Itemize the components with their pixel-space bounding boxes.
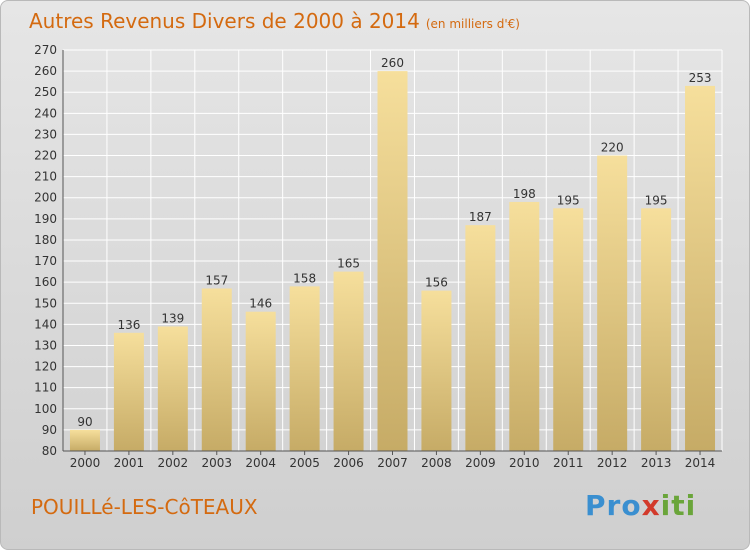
bar-2000 — [69, 429, 100, 451]
y-tick-label: 160 — [34, 275, 57, 289]
commune-name: POUILLé-LES-CôTEAUX — [31, 495, 258, 519]
bar-2010 — [509, 201, 540, 451]
x-tick-label: 2006 — [333, 456, 364, 470]
bar-value-label: 198 — [513, 187, 536, 201]
y-tick-label: 230 — [34, 127, 57, 141]
y-tick-label: 190 — [34, 212, 57, 226]
bar-value-label: 253 — [689, 71, 712, 85]
bar-value-label: 165 — [337, 257, 360, 271]
bar-value-label: 90 — [77, 415, 92, 429]
bar-2014 — [685, 85, 716, 452]
y-tick-label: 250 — [34, 85, 57, 99]
bar-value-label: 156 — [425, 276, 448, 290]
chart-unit: (en milliers d'€) — [425, 17, 520, 31]
bar-2011 — [553, 208, 584, 451]
axes: 80 90 100 110 120 130 140 150 160 170 180 190 200 210… — [34, 43, 722, 470]
x-tick-label: 2010 — [509, 456, 540, 470]
x-tick-label: 2001 — [114, 456, 145, 470]
bar-2002 — [157, 326, 188, 451]
bars: 90 136 139 157 146 158 165 260 156 187 198 195 220 19… — [69, 56, 716, 452]
bar-value-label: 136 — [117, 318, 140, 332]
bar-value-label: 158 — [293, 271, 316, 285]
x-tick-label: 2014 — [685, 456, 716, 470]
y-tick-label: 140 — [34, 317, 57, 331]
y-tick-label: 80 — [42, 444, 57, 458]
y-tick-label: 210 — [34, 170, 57, 184]
x-tick-label: 2009 — [465, 456, 496, 470]
y-tick-label: 110 — [34, 381, 57, 395]
bar-value-label: 157 — [205, 273, 228, 287]
x-tick-label: 2011 — [553, 456, 584, 470]
bar-value-label: 195 — [557, 193, 580, 207]
y-tick-label: 220 — [34, 149, 57, 163]
y-tick-label: 120 — [34, 360, 57, 374]
bar-2003 — [201, 288, 232, 451]
bar-2007 — [377, 71, 408, 452]
bar-value-label: 146 — [249, 297, 272, 311]
y-tick-label: 100 — [34, 402, 57, 416]
bar-2004 — [245, 311, 276, 451]
chart-title: Autres Revenus Divers de 2000 à 2014 (en … — [29, 9, 520, 33]
proxiti-logo: Proxiti — [585, 489, 697, 522]
y-tick-label: 90 — [42, 423, 57, 437]
bar-2012 — [597, 155, 628, 452]
x-tick-label: 2012 — [597, 456, 628, 470]
y-tick-label: 260 — [34, 64, 57, 78]
x-tick-label: 2003 — [201, 456, 232, 470]
x-tick-label: 2000 — [70, 456, 101, 470]
bar-2008 — [421, 290, 452, 451]
chart-title-text: Autres Revenus Divers de 2000 à 2014 — [29, 9, 420, 33]
x-tick-label: 2007 — [377, 456, 408, 470]
x-tick-label: 2013 — [641, 456, 672, 470]
y-tick-label: 270 — [34, 43, 57, 57]
bar-value-label: 220 — [601, 141, 624, 155]
bar-2013 — [641, 208, 672, 451]
y-tick-label: 150 — [34, 296, 57, 310]
bar-value-label: 187 — [469, 210, 492, 224]
x-tick-label: 2008 — [421, 456, 452, 470]
bar-value-label: 139 — [161, 311, 184, 325]
y-tick-label: 130 — [34, 338, 57, 352]
bar-2001 — [113, 332, 144, 451]
bar-2009 — [465, 225, 496, 451]
y-tick-label: 240 — [34, 106, 57, 120]
y-tick-label: 180 — [34, 233, 57, 247]
x-tick-label: 2002 — [158, 456, 189, 470]
bar-value-label: 260 — [381, 56, 404, 70]
bar-2006 — [333, 271, 364, 451]
y-tick-label: 170 — [34, 254, 57, 268]
x-tick-label: 2005 — [289, 456, 320, 470]
x-tick-label: 2004 — [245, 456, 276, 470]
bar-value-label: 195 — [645, 193, 668, 207]
y-tick-label: 200 — [34, 191, 57, 205]
bar-2005 — [289, 286, 320, 451]
